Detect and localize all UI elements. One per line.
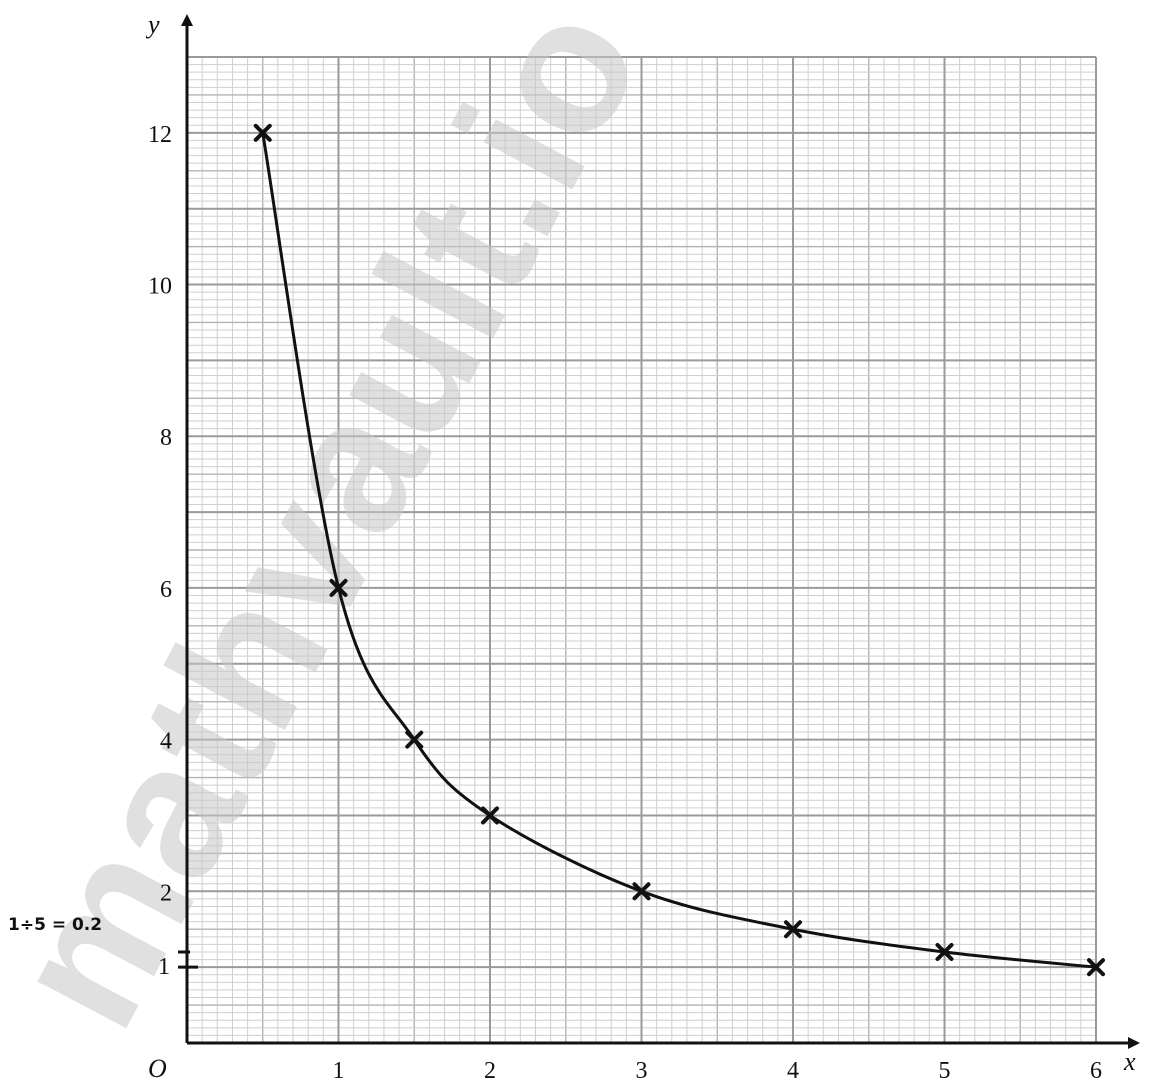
y-tick-label: 10 xyxy=(148,274,172,300)
fitted-curve xyxy=(261,132,1097,969)
margin-note: 1÷5 = 0.2 xyxy=(8,915,102,935)
data-point xyxy=(935,942,954,961)
y-tick-label: 4 xyxy=(160,729,172,755)
extra-tick-label: 1 xyxy=(158,954,170,980)
grid-major xyxy=(186,56,1097,1044)
x-tick-label: 4 xyxy=(787,1058,799,1084)
origin-label: O xyxy=(148,1054,167,1083)
watermark: mathvault.io Solu xyxy=(0,0,900,1059)
data-point xyxy=(329,578,348,597)
data-point xyxy=(1087,958,1105,977)
data-point xyxy=(632,882,651,901)
data-markers xyxy=(253,123,1105,977)
x-tick-label: 5 xyxy=(939,1058,951,1084)
y-tick-label: 12 xyxy=(148,122,172,148)
x-tick-label: 2 xyxy=(484,1058,496,1084)
y-axis-label: y xyxy=(145,10,160,39)
x-tick-label: 3 xyxy=(636,1058,648,1084)
data-point xyxy=(253,123,272,142)
y-tick-label: 6 xyxy=(160,577,172,603)
y-tick-label: 8 xyxy=(160,425,172,451)
x-tick-label: 1 xyxy=(333,1058,345,1084)
data-point xyxy=(481,806,499,825)
axes: x y O xyxy=(145,10,1140,1083)
data-point xyxy=(405,730,424,749)
x-tick-label: 6 xyxy=(1090,1058,1102,1084)
y-tick-label: 2 xyxy=(160,880,172,906)
annotations: 1÷5 = 0.2 1 xyxy=(8,915,198,980)
svg-text:mathvault.io Solu: mathvault.io Solu xyxy=(0,0,900,1059)
x-axis-label: x xyxy=(1123,1047,1136,1076)
data-point xyxy=(784,920,802,939)
